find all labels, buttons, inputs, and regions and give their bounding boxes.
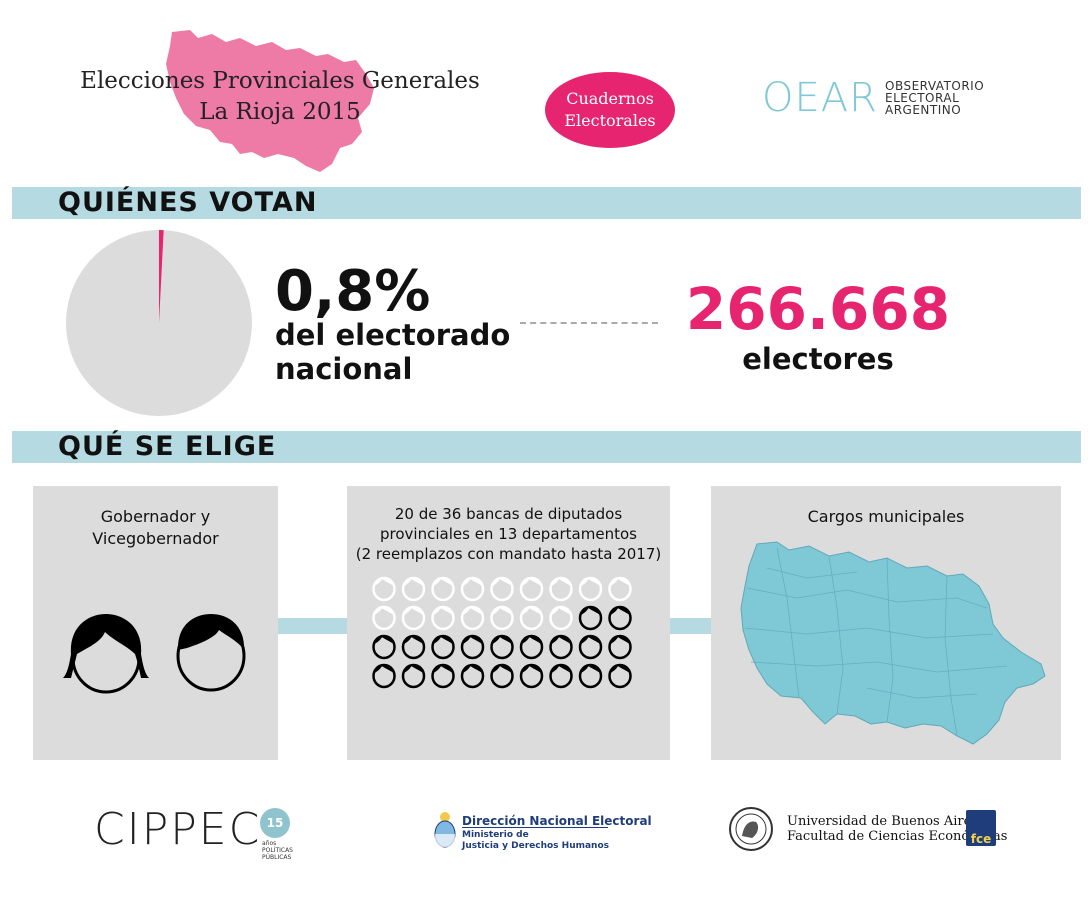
seat-not-elected-icon [460, 605, 485, 631]
page-title: Elecciones Provinciales Generales La Rio… [60, 66, 500, 128]
seat-not-elected-icon [372, 576, 396, 602]
panel-governor-title-1: Gobernador y [100, 507, 211, 526]
uba-line-1: Universidad de Buenos Aires [787, 814, 978, 829]
badge-line-1: Cuadernos [566, 89, 654, 108]
connector-1 [278, 618, 348, 634]
title-line-1: Elecciones Provinciales Generales [80, 68, 480, 94]
dne-subtitle: Ministerio de Justicia y Derechos Humano… [462, 830, 609, 852]
share-description: del electorado nacional [275, 318, 510, 386]
dne-title: Dirección Nacional Electoral [462, 814, 652, 828]
seat-elected-icon [519, 634, 544, 660]
dne-sub-1: Ministerio de [462, 830, 529, 840]
seat-not-elected-icon [372, 605, 396, 631]
oear-text-2: ELECTORAL [885, 91, 960, 105]
share-desc-line-1: del electorado [275, 318, 511, 352]
seat-elected-icon [608, 605, 632, 631]
seat-elected-icon [372, 663, 396, 689]
seat-not-elected-icon [549, 576, 573, 602]
seat-elected-icon [549, 634, 573, 660]
pie-share-slice [159, 230, 164, 323]
badge-line-2: Electorales [564, 111, 656, 130]
section-band-que [12, 431, 1081, 463]
panel-deputies-title: 20 de 36 bancas de diputados provinciale… [347, 504, 670, 564]
seat-not-elected-icon [549, 605, 573, 631]
title-line-2: La Rioja 2015 [199, 99, 361, 125]
seat-elected-icon [431, 663, 455, 689]
oear-text-3: ARGENTINO [885, 103, 962, 117]
seat-elected-icon [549, 663, 573, 689]
la-rioja-departments-map-icon [740, 541, 1046, 745]
cippec-15-badge: 15 [260, 808, 290, 838]
panel-municipal: Cargos municipales [711, 486, 1061, 760]
voters-label: electores [742, 342, 894, 376]
panel-deputies-title-1: 20 de 36 bancas de diputados [394, 505, 623, 523]
seat-not-elected-icon [431, 576, 455, 602]
seat-elected-icon [608, 634, 632, 660]
seat-elected-icon [401, 634, 426, 660]
connector-2 [670, 618, 712, 634]
seat-elected-icon [519, 663, 544, 689]
oear-logo-text: OBSERVATORIO ELECTORAL ARGENTINO [885, 80, 984, 116]
seat-not-elected-icon [519, 605, 544, 631]
cippec-small-2: POLÍTICAS [262, 847, 293, 854]
seat-elected-icon [372, 634, 396, 660]
dne-divider [462, 827, 608, 828]
dne-sub-2: Justicia y Derechos Humanos [462, 841, 609, 851]
woman-face-icon [63, 614, 149, 694]
seat-elected-icon [490, 663, 514, 689]
section-label-quienes: QUIÉNES VOTAN [58, 187, 318, 218]
panel-deputies: 20 de 36 bancas de diputados provinciale… [347, 486, 670, 760]
seat-elected-icon [460, 663, 485, 689]
uba-line-2: Facultad de Ciencias Económicas [787, 829, 1008, 844]
section-label-que: QUÉ SE ELIGE [58, 431, 277, 462]
panel-deputies-title-2: provinciales en 13 departamentos [380, 525, 637, 543]
seat-elected-icon [431, 634, 455, 660]
share-percent: 0,8% [275, 259, 431, 324]
seat-elected-icon [578, 605, 603, 631]
oear-logo: OEAR [762, 75, 878, 121]
cippec-small-3: PÚBLICAS [262, 854, 292, 861]
seat-elected-icon [608, 663, 632, 689]
seat-elected-icon [578, 663, 603, 689]
oear-text-1: OBSERVATORIO [885, 79, 985, 93]
seat-elected-icon [490, 634, 514, 660]
uba-text: Universidad de Buenos Aires Facultad de … [787, 814, 1007, 844]
electorate-share-pie [66, 230, 252, 416]
seat-elected-icon [460, 634, 485, 660]
seat-not-elected-icon [401, 605, 426, 631]
cippec-small-text: años POLÍTICAS PÚBLICAS [262, 840, 293, 861]
panel-governor: Gobernador y Vicegobernador [33, 486, 278, 760]
fce-logo: fce [966, 810, 996, 846]
man-face-icon [176, 614, 246, 692]
seat-elected-icon [401, 663, 426, 689]
seat-not-elected-icon [401, 576, 426, 602]
cippec-logo: CIPPEC [94, 804, 262, 855]
argentina-coat-of-arms-icon [434, 812, 456, 848]
seat-elected-icon [578, 634, 603, 660]
la-rioja-map-pink-icon [166, 30, 374, 172]
seat-not-elected-icon [519, 576, 544, 602]
seat-not-elected-icon [578, 576, 603, 602]
dashed-divider [520, 322, 658, 324]
seat-not-elected-icon [460, 576, 485, 602]
panel-governor-title: Gobernador y Vicegobernador [33, 506, 278, 550]
uba-seal-icon [729, 807, 773, 851]
seat-not-elected-icon [431, 605, 455, 631]
section-band-quienes [12, 187, 1081, 219]
cuadernos-badge: Cuadernos Electorales [545, 72, 675, 148]
seat-not-elected-icon [490, 576, 514, 602]
seat-not-elected-icon [608, 576, 632, 602]
panel-municipal-title: Cargos municipales [807, 507, 965, 526]
seat-not-elected-icon [490, 605, 514, 631]
voters-number: 266.668 [685, 275, 951, 343]
cippec-small-1: años [262, 840, 277, 847]
panel-deputies-title-3: (2 reemplazos con mandato hasta 2017) [355, 545, 662, 563]
seats-grid [372, 576, 632, 689]
panel-governor-title-2: Vicegobernador [92, 529, 219, 548]
share-desc-line-2: nacional [275, 352, 413, 386]
